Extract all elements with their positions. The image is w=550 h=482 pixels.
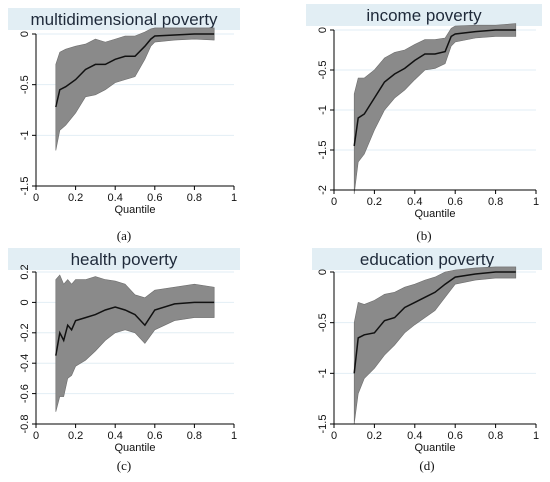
chart-title: health poverty (71, 250, 178, 269)
title-band (306, 4, 542, 26)
y-tick-label: -1 (317, 105, 329, 115)
panel-background (8, 248, 240, 428)
estimate-line (353, 271, 516, 374)
confidence-band (353, 266, 517, 425)
confidence-band (353, 23, 517, 195)
x-tick-label: 0 (331, 196, 337, 208)
x-tick-label: 0.8 (488, 196, 503, 208)
confidence-band (55, 27, 215, 151)
x-tick-label: 0.8 (488, 430, 503, 442)
x-tick-label: 0.2 (68, 430, 83, 442)
x-tick-label: 0.8 (187, 192, 202, 204)
chart-title: multidimensional poverty (30, 10, 218, 29)
y-tick-label: 0 (19, 299, 31, 305)
x-axis-label: Quantile (415, 442, 456, 454)
y-tick-label: -0.8 (19, 415, 31, 434)
y-tick-label: -0.5 (19, 75, 31, 94)
y-tick-label: 0 (19, 31, 31, 37)
y-tick-label: -2 (317, 185, 329, 195)
y-tick-label: -1.5 (19, 177, 31, 196)
confidence-band (55, 274, 215, 412)
x-tick-label: 1 (231, 430, 237, 442)
chart-title: income poverty (366, 6, 482, 25)
panel-label: (a) (117, 228, 131, 243)
title-band (8, 248, 240, 270)
x-tick-label: 0.4 (407, 196, 422, 208)
y-tick-label: -0.5 (317, 61, 329, 80)
title-band (8, 8, 240, 30)
x-tick-label: 0.4 (407, 430, 422, 442)
x-axis-label: Quantile (115, 442, 156, 454)
y-tick-label: 0 (317, 27, 329, 33)
x-tick-label: 0.2 (68, 192, 83, 204)
x-tick-label: 0.2 (367, 430, 382, 442)
y-tick-label: -1 (317, 368, 329, 378)
panel-label: (c) (117, 458, 131, 473)
x-tick-label: 1 (533, 430, 539, 442)
x-axis-label: Quantile (415, 208, 456, 220)
y-tick-label: -0.4 (19, 354, 31, 373)
y-tick-label: -1.5 (317, 141, 329, 160)
x-tick-label: 0 (331, 430, 337, 442)
x-tick-label: 1 (533, 196, 539, 208)
x-tick-label: 0.6 (147, 192, 162, 204)
panel-label: (b) (416, 228, 431, 243)
x-tick-label: 0 (33, 430, 39, 442)
x-tick-label: 0.6 (448, 430, 463, 442)
x-tick-label: 0.6 (448, 196, 463, 208)
panel-label: (d) (419, 458, 434, 473)
x-tick-label: 0.2 (367, 196, 382, 208)
panel-background (312, 248, 542, 432)
estimate-line (353, 29, 516, 147)
y-tick-label: -1.5 (317, 415, 329, 434)
estimate-line (55, 301, 215, 356)
x-tick-label: 0.6 (147, 430, 162, 442)
y-tick-label: -0.5 (317, 313, 329, 332)
chart-title: education poverty (360, 250, 495, 269)
y-tick-label: 0 (317, 269, 329, 275)
x-tick-label: 0.8 (187, 430, 202, 442)
x-tick-label: 0.4 (108, 430, 123, 442)
x-axis-label: Quantile (115, 204, 156, 216)
x-tick-label: 0.4 (108, 192, 123, 204)
y-tick-label: -0.2 (19, 323, 31, 342)
x-tick-label: 1 (231, 192, 237, 204)
y-tick-label: -0.6 (19, 384, 31, 403)
estimate-line (55, 33, 215, 108)
y-tick-label: 0.2 (19, 264, 31, 279)
title-band (312, 248, 542, 270)
y-tick-label: -1 (19, 130, 31, 140)
x-tick-label: 0 (33, 192, 39, 204)
